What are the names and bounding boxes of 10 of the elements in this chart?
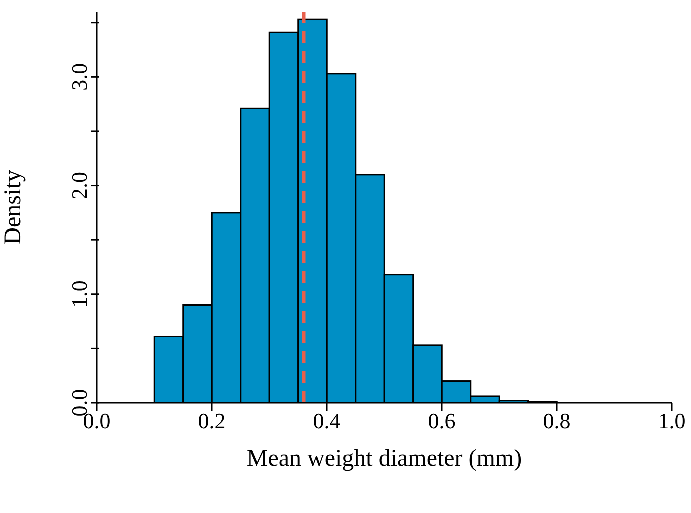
x-axis-title: Mean weight diameter (mm) [246, 446, 522, 472]
y-axis-title: Density [0, 170, 27, 245]
x-tick-label: 0.8 [543, 408, 571, 434]
y-tick-label: 3.0 [67, 63, 92, 91]
x-tick-label: 0.4 [313, 408, 341, 434]
y-tick-label: 2.0 [67, 172, 92, 200]
x-tick-label: 0.2 [198, 408, 226, 434]
x-tick-label: 0.6 [428, 408, 456, 434]
y-tick-label: 1.0 [67, 280, 92, 308]
x-tick-label: 1.0 [658, 408, 686, 434]
